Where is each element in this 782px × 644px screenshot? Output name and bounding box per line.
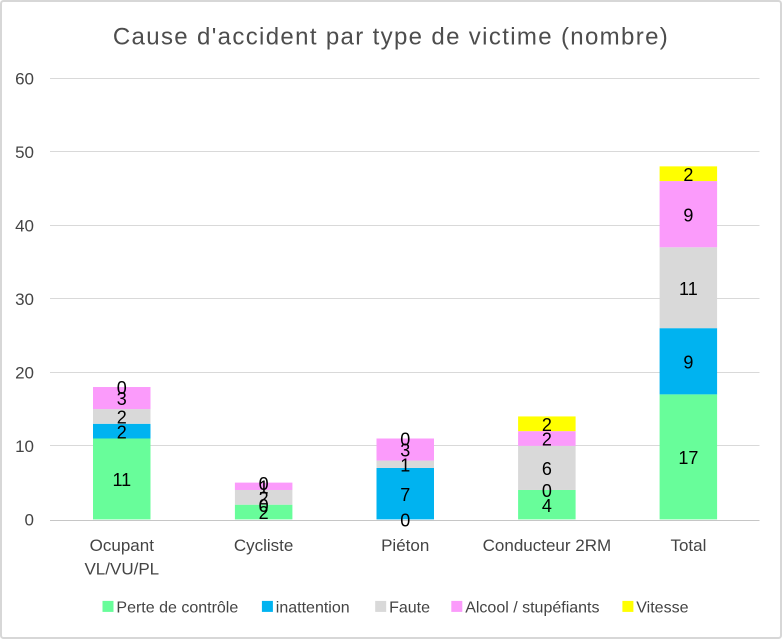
svg-text:40: 40 [15,216,34,235]
svg-text:Alcool / stupéfiants: Alcool / stupéfiants [465,599,599,616]
svg-text:2: 2 [259,503,269,523]
svg-text:0: 0 [400,430,410,450]
svg-text:11: 11 [679,279,698,299]
svg-text:4: 4 [542,496,552,516]
svg-text:1: 1 [259,478,269,498]
svg-text:1: 1 [400,455,410,475]
svg-text:30: 30 [15,290,34,309]
svg-text:2: 2 [117,422,127,442]
svg-text:2: 2 [259,489,269,509]
svg-text:Faute: Faute [389,599,430,616]
svg-text:0: 0 [542,481,552,501]
svg-text:6: 6 [542,459,552,479]
svg-text:Cycliste: Cycliste [234,536,294,555]
svg-text:0: 0 [25,511,34,530]
svg-text:Cause d'accident par type de v: Cause d'accident par type de victime (no… [113,23,669,50]
svg-text:Vitesse: Vitesse [636,599,688,616]
svg-text:0: 0 [259,474,269,494]
svg-text:Perte de contrôle: Perte de contrôle [116,599,238,616]
svg-text:VL/VU/PL: VL/VU/PL [84,560,159,579]
svg-text:50: 50 [15,143,34,162]
svg-text:2: 2 [683,165,693,185]
svg-text:60: 60 [15,69,34,88]
svg-text:20: 20 [15,364,34,383]
svg-text:9: 9 [683,353,693,373]
svg-text:3: 3 [400,441,410,461]
svg-text:7: 7 [400,485,410,505]
svg-text:Ocupant: Ocupant [90,536,155,555]
svg-text:11: 11 [112,470,131,490]
svg-text:2: 2 [542,415,552,435]
svg-text:10: 10 [15,437,34,456]
svg-text:Total: Total [670,536,706,555]
svg-text:9: 9 [683,205,693,225]
svg-text:2: 2 [542,430,552,450]
svg-text:0: 0 [400,511,410,531]
svg-text:17: 17 [678,448,698,468]
svg-text:0: 0 [259,496,269,516]
svg-text:Conducteur 2RM: Conducteur 2RM [483,536,612,555]
svg-text:3: 3 [117,389,127,409]
svg-text:inattention: inattention [276,599,350,616]
svg-text:2: 2 [117,408,127,428]
svg-text:0: 0 [117,378,127,398]
svg-text:Piéton: Piéton [381,536,429,555]
